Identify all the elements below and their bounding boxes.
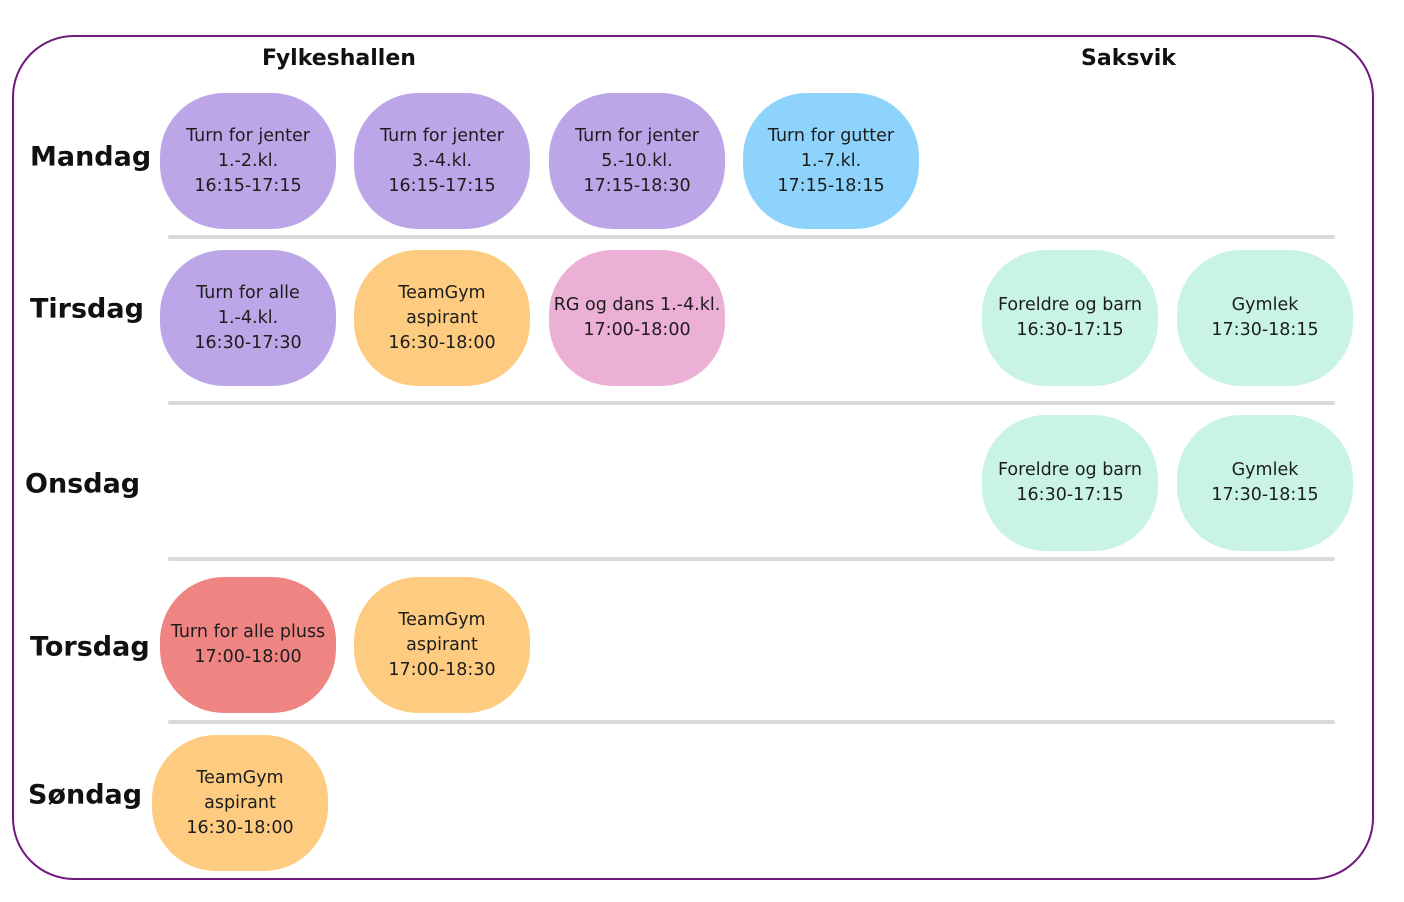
session-title: TeamGym <box>398 282 486 303</box>
session-title: RG og dans 1.-4.kl. <box>553 295 721 315</box>
day-label-onsdag: Onsdag <box>25 468 141 500</box>
session-card: Turn for alle 1.-4.kl. 16:30-17:30 <box>160 250 336 386</box>
session-time: 16:15-17:15 <box>194 175 302 196</box>
row-divider <box>168 557 1335 561</box>
session-card: TeamGym aspirant 17:00-18:30 <box>354 577 530 713</box>
session-time: 17:15-18:30 <box>583 175 691 196</box>
session-card: RG og dans 1.-4.kl. 17:00-18:00 <box>549 250 725 386</box>
session-grade: 1.-4.kl. <box>217 307 279 328</box>
session-subtitle: aspirant <box>406 634 478 655</box>
venue-header-saksvik: Saksvik <box>1081 46 1176 71</box>
day-label-tirsdag: Tirsdag <box>30 293 144 325</box>
session-title: Turn for jenter <box>575 125 699 146</box>
session-card: Turn for jenter 5.-10.kl. 17:15-18:30 <box>549 93 725 229</box>
session-time: 16:30-18:00 <box>388 332 496 353</box>
session-time: 16:30-17:15 <box>1016 485 1124 505</box>
row-divider <box>168 401 1335 405</box>
session-card: Foreldre og barn 16:30-17:15 <box>982 250 1158 386</box>
session-title: Foreldre og barn <box>997 460 1143 480</box>
session-grade: 3.-4.kl. <box>411 150 473 171</box>
session-card: Turn for gutter 1.-7.kl. 17:15-18:15 <box>743 93 919 229</box>
session-subtitle: aspirant <box>204 792 276 813</box>
session-subtitle: aspirant <box>406 307 478 328</box>
session-time: 17:00-18:00 <box>583 320 691 340</box>
session-title: Foreldre og barn <box>997 295 1143 315</box>
session-grade: 5.-10.kl. <box>601 150 673 171</box>
session-card: TeamGym aspirant 16:30-18:00 <box>152 735 328 871</box>
venue-header-fylkeshallen: Fylkeshallen <box>262 46 416 71</box>
session-title: TeamGym <box>398 609 486 630</box>
session-title: TeamGym <box>196 767 284 788</box>
day-label-mandag: Mandag <box>30 141 152 173</box>
session-title: Turn for gutter <box>767 125 895 146</box>
session-title: Turn for alle <box>196 282 300 303</box>
session-card: Gymlek 17:30-18:15 <box>1177 415 1353 551</box>
session-time: 17:30-18:15 <box>1211 485 1319 505</box>
session-time: 16:30-17:30 <box>194 332 302 353</box>
session-card: Gymlek 17:30-18:15 <box>1177 250 1353 386</box>
session-card: Foreldre og barn 16:30-17:15 <box>982 415 1158 551</box>
session-grade: 1.-7.kl. <box>800 150 862 171</box>
session-title: Gymlek <box>1231 460 1299 480</box>
session-card: Turn for alle pluss 17:00-18:00 <box>160 577 336 713</box>
session-card: TeamGym aspirant 16:30-18:00 <box>354 250 530 386</box>
session-time: 17:00-18:30 <box>388 659 496 680</box>
row-divider <box>168 720 1335 724</box>
session-card: Turn for jenter 3.-4.kl. 16:15-17:15 <box>354 93 530 229</box>
session-time: 17:00-18:00 <box>194 647 302 667</box>
session-time: 16:15-17:15 <box>388 175 496 196</box>
session-title: Turn for jenter <box>380 125 504 146</box>
day-label-sondag: Søndag <box>28 779 143 811</box>
session-time: 17:15-18:15 <box>777 175 885 196</box>
session-card: Turn for jenter 1.-2.kl. 16:15-17:15 <box>160 93 336 229</box>
session-time: 17:30-18:15 <box>1211 320 1319 340</box>
session-time: 16:30-18:00 <box>186 817 294 838</box>
session-grade: 1.-2.kl. <box>217 150 279 171</box>
session-title: Turn for alle pluss <box>170 622 326 642</box>
row-divider <box>168 235 1335 239</box>
session-title: Turn for jenter <box>186 125 310 146</box>
session-title: Gymlek <box>1231 295 1299 315</box>
session-time: 16:30-17:15 <box>1016 320 1124 340</box>
day-label-torsdag: Torsdag <box>30 631 150 663</box>
